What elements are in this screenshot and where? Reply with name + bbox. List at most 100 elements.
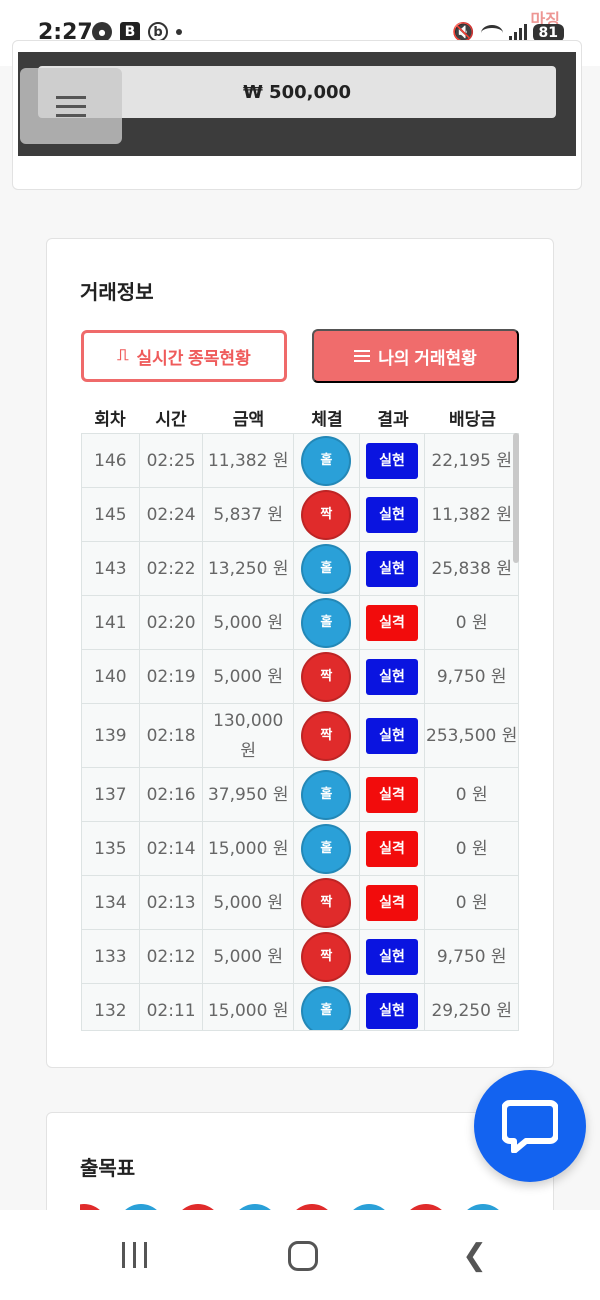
lines-icon: [354, 350, 371, 362]
row-round: 134: [82, 876, 140, 929]
row-payout: 9,750 원: [436, 946, 507, 967]
header-payout: 배당금: [449, 409, 496, 430]
even-ball: 짝: [301, 651, 352, 702]
talk-icon: ●: [92, 22, 112, 42]
row-pick: 홀: [294, 822, 360, 875]
row-payout: 25,838 원: [431, 558, 512, 579]
row-result: 실격: [360, 822, 426, 875]
result-win-badge: 실현: [366, 496, 419, 533]
pulse-icon: ⎍: [117, 347, 129, 364]
row-amount: 5,000 원: [203, 650, 295, 703]
table-scrollbar[interactable]: [513, 433, 519, 563]
outcome-even-ball: [288, 1204, 336, 1212]
row-round: 137: [82, 768, 140, 821]
row-round: 146: [82, 434, 140, 487]
row-pick: 홀: [294, 542, 360, 595]
menu-button[interactable]: [20, 68, 122, 144]
table-header: 회차 시간 금액 체결 결과 배당금: [81, 402, 519, 432]
row-time: 02:11: [140, 984, 204, 1030]
result-win-badge: 실현: [366, 992, 419, 1029]
row-amount: 37,950 원: [203, 768, 295, 821]
row-amount: 15,000 원: [203, 822, 295, 875]
row-amount: 11,382 원: [203, 434, 295, 487]
row-result: 실현: [360, 434, 426, 487]
result-win-badge: 실현: [366, 658, 419, 695]
menu-icon: [56, 95, 86, 99]
row-result: 실격: [360, 768, 426, 821]
row-payout: 29,250 원: [431, 1000, 512, 1021]
row-pick: 홀: [294, 768, 360, 821]
row-amount: 5,000 원: [203, 876, 295, 929]
trade-title: 거래정보: [80, 280, 154, 304]
even-ball: 짝: [301, 489, 352, 540]
row-pick: 홀: [294, 434, 360, 487]
row-time: 02:22: [140, 542, 204, 595]
result-lose-badge: 실격: [366, 884, 419, 921]
home-icon[interactable]: [288, 1241, 318, 1271]
row-amount: 5,000 원: [203, 930, 295, 983]
row-payout: 253,500 원: [426, 725, 518, 746]
row-time: 02:24: [140, 488, 204, 541]
battery-icon: 81: [532, 23, 564, 42]
row-result: 실현: [360, 488, 426, 541]
row-payout: 9,750 원: [436, 666, 507, 687]
row-round: 143: [82, 542, 140, 595]
my-trades-button[interactable]: 나의 거래현황: [312, 329, 519, 383]
row-time: 02:13: [140, 876, 204, 929]
balance-amount: ₩ 500,000: [38, 66, 556, 118]
navigation-bar: [0, 1210, 600, 1300]
header-time: 시간: [155, 409, 187, 430]
outcome-odd-ball: [345, 1204, 393, 1212]
result-lose-badge: 실격: [366, 776, 419, 813]
trade-table[interactable]: 146 02:25 11,382 원 홀 실현 22,195 원 145 02:24 5,837…: [81, 433, 519, 1031]
row-round: 132: [82, 984, 140, 1030]
row-round: 145: [82, 488, 140, 541]
row-round: 135: [82, 822, 140, 875]
band-icon: b: [148, 22, 168, 42]
header-pick: 체결: [311, 409, 343, 430]
odd-ball: 홀: [301, 985, 352, 1030]
system-icons: 🔇 81: [452, 22, 564, 43]
outcome-odd-ball: [231, 1204, 279, 1212]
row-pick: 짝: [294, 876, 360, 929]
row-time: 02:12: [140, 930, 204, 983]
row-round: 141: [82, 596, 140, 649]
result-win-badge: 실현: [366, 442, 419, 479]
row-payout: 11,382 원: [431, 504, 512, 525]
row-result: 실현: [360, 930, 426, 983]
result-lose-badge: 실격: [366, 830, 419, 867]
table-row: 140 02:19 5,000 원 짝 실현 9,750 원: [82, 650, 518, 704]
row-pick: 짝: [294, 930, 360, 983]
odd-ball: 홀: [301, 435, 352, 486]
back-icon[interactable]: ❮: [462, 1238, 488, 1273]
even-ball: 짝: [301, 877, 352, 928]
row-amount: 13,250 원: [203, 542, 295, 595]
header-result: 결과: [377, 409, 409, 430]
result-lose-badge: 실격: [366, 604, 419, 641]
signal-icon: [508, 23, 527, 42]
row-time: 02:16: [140, 768, 204, 821]
odd-ball: 홀: [301, 543, 352, 594]
realtime-status-button[interactable]: ⎍ 실시간 종목현황: [81, 330, 287, 382]
row-amount: 5,837 원: [203, 488, 295, 541]
chat-button[interactable]: [474, 1070, 586, 1182]
row-payout: 0 원: [455, 612, 488, 633]
recent-apps-icon[interactable]: [122, 1242, 147, 1268]
chat-icon: [502, 1100, 558, 1153]
row-amount: 5,000 원: [203, 596, 295, 649]
outcome-odd-ball: [117, 1204, 165, 1212]
table-row: 139 02:18 130,000 원 짝 실현 253,500 원: [82, 704, 518, 768]
row-time: 02:25: [140, 434, 204, 487]
result-win-badge: 실현: [366, 717, 419, 754]
even-ball: 짝: [301, 710, 352, 761]
row-amount: 15,000 원: [203, 984, 295, 1030]
outcome-even-ball: [80, 1204, 108, 1212]
odd-ball: 홀: [301, 769, 352, 820]
row-payout: 22,195 원: [431, 450, 512, 471]
row-pick: 짝: [294, 704, 360, 767]
row-round: 133: [82, 930, 140, 983]
table-row: 135 02:14 15,000 원 홀 실격 0 원: [82, 822, 518, 876]
row-payout: 0 원: [455, 838, 488, 859]
row-result: 실격: [360, 876, 426, 929]
